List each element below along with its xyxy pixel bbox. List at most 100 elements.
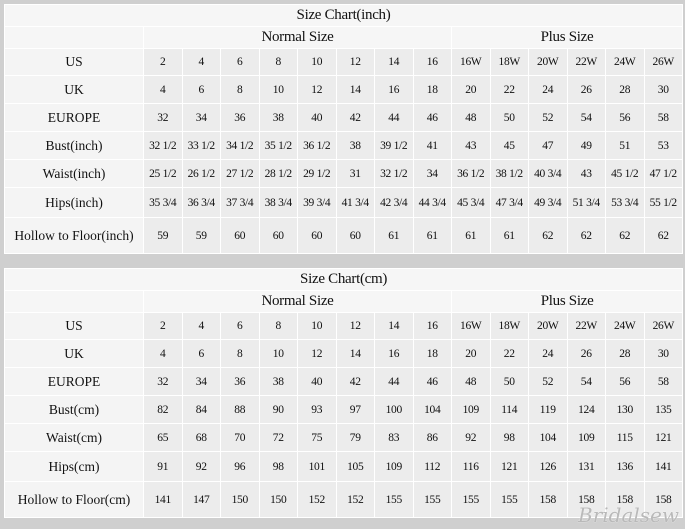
table-cell: 8 [220,339,260,368]
table-cell: 130 [605,395,645,424]
table-cell: 136 [605,451,645,482]
table-cell: 150 [220,481,260,518]
table-cell: 52 [528,103,568,132]
table-cell: 109 [566,423,606,452]
table-cell: 24 [528,339,568,368]
table-cell: 38 [258,103,298,132]
table-cell: 24W [605,312,645,340]
table-cell: 33 1/2 [181,131,221,160]
table-cell: 42 [335,103,375,132]
table-cell: 158 [605,481,645,518]
table-cell: 43 [451,131,491,160]
row-label: EUROPE [4,367,144,396]
table-cell: 36 1/2 [297,131,337,160]
table-cell: 45 1/2 [605,159,645,188]
table-cell: 16W [451,48,491,76]
table-cell: 35 1/2 [258,131,298,160]
table-cell: 155 [374,481,414,518]
table-cell: 8 [220,75,260,104]
table-cell: 141 [143,481,183,518]
table-cell: 61 [451,217,491,254]
row-label: Waist(inch) [4,159,144,188]
table-cell: 16 [412,312,452,340]
table-cell: 62 [566,217,606,254]
table-cell: 34 [412,159,452,188]
table-cell: 135 [643,395,684,424]
table-cell: 39 1/2 [374,131,414,160]
row-label: US [4,48,144,76]
table-row: UK 4 6 8 10 12 14 16 18 20 22 24 26 28 30 [4,339,684,368]
table-cell: 16 [374,75,414,104]
plus-size-header: Plus Size [451,26,683,49]
table-cell: 101 [297,451,337,482]
table-cell: 42 3/4 [374,187,414,218]
table-cell: 28 [605,75,645,104]
table-cell: 158 [528,481,568,518]
table-cell: 112 [412,451,452,482]
table-cell: 98 [258,451,298,482]
table-row: US 2 4 6 8 10 12 14 16 16W 18W 20W 22W 24W 26W [4,312,684,340]
title-row: Size Chart(inch) [4,4,683,27]
table-cell: 83 [374,423,414,452]
row-label: UK [4,339,144,368]
table-cell: 16 [412,48,452,76]
table-cell: 14 [335,339,375,368]
table-cell: 59 [181,217,221,254]
plus-size-header: Plus Size [450,290,684,313]
table-cell: 26 1/2 [181,159,221,188]
row-label: Bust(inch) [4,131,144,160]
table-cell: 84 [181,395,221,424]
table-cell: 44 [374,103,414,132]
table-cell: 32 1/2 [143,131,183,160]
table-cell: 40 [297,367,337,396]
table-cell: 2 [143,48,183,76]
table-cell: 20W [528,312,568,340]
table-cell: 37 3/4 [220,187,260,218]
table-cell: 39 3/4 [297,187,337,218]
table-cell: 4 [181,312,221,340]
table-cell: 34 1/2 [220,131,260,160]
table-cell: 36 [220,103,260,132]
table-cell: 4 [143,339,183,368]
table-cell: 61 [412,217,452,254]
table-cell: 41 3/4 [335,187,375,218]
table-row: Hips(cm) 91 92 96 98 101 105 109 112 116 121 126 131… [4,451,684,482]
table-cell: 16 [374,339,414,368]
table-cell: 155 [451,481,491,518]
table-cell: 20 [451,75,491,104]
table-cell: 56 [605,367,645,396]
table-cell: 22W [566,48,606,76]
table-cell: 26W [643,48,683,76]
table-row: Waist(inch) 25 1/2 26 1/2 27 1/2 28 1/2 29 1/… [4,159,683,188]
table-cell: 40 3/4 [528,159,568,188]
table-cell: 49 [566,131,606,160]
table-cell: 109 [451,395,491,424]
table-cell: 34 [181,367,221,396]
table-cell: 26 [566,75,606,104]
table-cell: 51 3/4 [566,187,606,218]
table-cell: 104 [412,395,452,424]
table-cell: 70 [220,423,260,452]
table-cell: 53 [643,131,683,160]
table-cell: 6 [181,75,221,104]
table-cell: 31 [335,159,375,188]
table-cell: 155 [412,481,452,518]
row-label: Hollow to Floor(inch) [4,217,144,254]
table-cell: 68 [181,423,221,452]
table-cell: 18W [489,48,529,76]
table-row: Hollow to Floor(cm) 141 147 150 150 152 152 155… [4,481,684,518]
table-cell: 92 [181,451,221,482]
row-label: Waist(cm) [4,423,144,452]
table-cell: 27 1/2 [220,159,260,188]
table-cell: 45 [489,131,529,160]
table-cell: 38 1/2 [489,159,529,188]
table-cell: 4 [143,75,183,104]
table-cell: 36 [220,367,260,396]
row-label: EUROPE [4,103,144,132]
table-cell: 152 [335,481,375,518]
table-cell: 131 [566,451,606,482]
table-cell: 47 3/4 [489,187,529,218]
group-header-row: Normal Size Plus Size [4,26,683,49]
table-cell: 38 [335,131,375,160]
table-cell: 8 [258,312,298,340]
